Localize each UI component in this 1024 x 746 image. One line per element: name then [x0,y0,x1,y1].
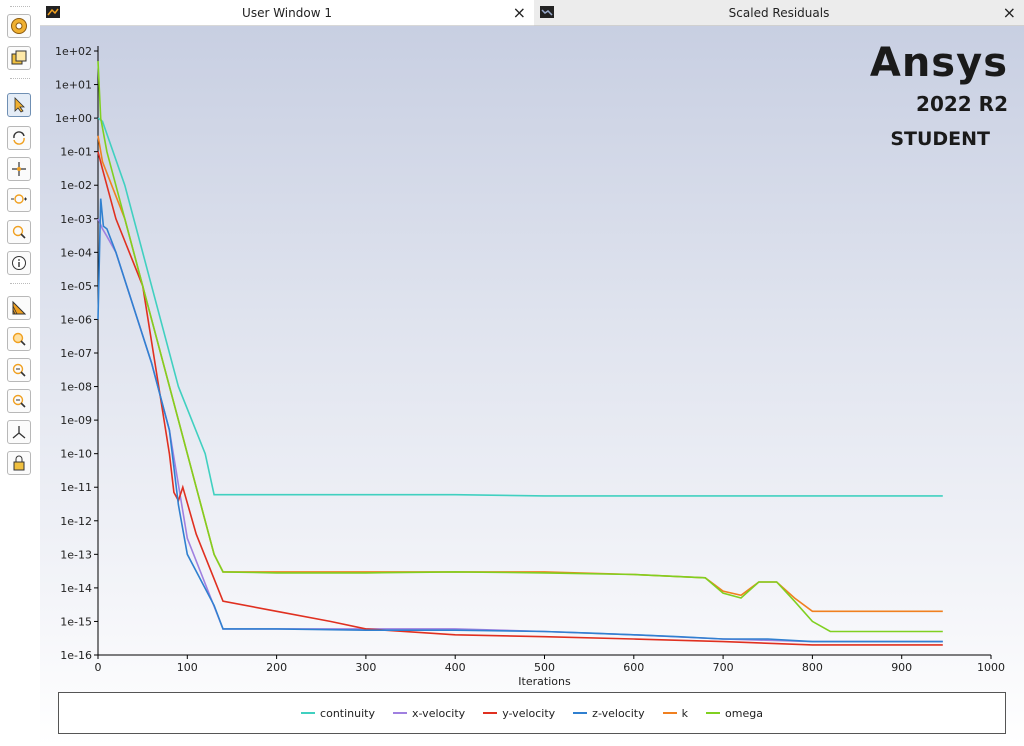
series-line-z-velocity [97,198,943,643]
y-tick-label: 1e-15 [60,615,92,628]
x-tick-label: 1000 [977,661,1005,674]
logo-version: 2022 R2 [916,92,1008,116]
y-tick-label: 1e-01 [60,146,92,159]
x-tick-label: 0 [95,661,102,674]
plot-area[interactable]: 1e+02 1e+01 1e+00 1e-01 1e-02 1e-03 1e-04 1e-05… [40,26,1024,746]
x-axis-label: Iterations [518,675,571,686]
toolbar-grip[interactable] [10,283,30,287]
y-tick-label: 1e-02 [60,179,92,192]
y-tick-label: 1e-04 [60,246,92,259]
tab-scaled-residuals[interactable]: Scaled Residuals × [534,0,1024,26]
pan-icon[interactable] [7,157,31,181]
legend-item-x-velocity[interactable]: x-velocity [393,707,465,720]
tab-title: Scaled Residuals [728,5,830,20]
y-tick-label: 1e-14 [60,582,92,595]
x-tick-label: 200 [266,661,287,674]
legend-item-y-velocity[interactable]: y-velocity [483,707,555,720]
y-tick-label: 1e-08 [60,381,92,394]
zoom-out-icon[interactable] [7,389,31,413]
x-tick-label: 300 [355,661,376,674]
legend-label: continuity [320,706,375,720]
logo-edition: STUDENT [890,128,990,150]
y-tick-label: 1e-06 [60,313,92,326]
series-line-y-velocity [97,151,943,646]
tab-user-window-1[interactable]: User Window 1 × [40,0,534,26]
legend-swatch [662,712,677,714]
toolbar-grip[interactable] [10,78,30,82]
y-tick-label: 1e-07 [60,347,92,360]
legend-swatch [393,712,407,714]
series-line-x-velocity [97,218,943,643]
x-tick-label: 500 [534,661,555,674]
ansys-logo: Ansys 2022 R2 STUDENT [848,40,1008,150]
legend-item-z-velocity[interactable]: z-velocity [573,706,645,720]
series-line-k [97,135,943,613]
info-icon[interactable] [7,251,31,275]
y-tick-label: 1e-13 [60,548,92,561]
legend-item-omega[interactable]: omega [706,707,763,720]
y-tick-label: 1e+02 [55,45,92,58]
y-tick-label: 1e-09 [60,414,92,427]
chart-legend: continuity x-velocity y-velocity z-velocity… [58,692,1006,734]
zoom-in-out-icon[interactable] [7,188,31,212]
graphics-window-icon [46,6,60,21]
graphics-toolbar [0,0,40,746]
y-tick-label: 1e-05 [60,280,92,293]
legend-label: omega [725,706,763,720]
y-tick-label: 1e+00 [55,112,92,125]
x-tick-label: 600 [623,661,644,674]
lock-view-icon[interactable] [7,451,31,475]
y-tick-label: 1e+01 [55,79,92,92]
series-line-omega [97,61,943,633]
window-layout-icon[interactable] [7,46,31,70]
select-pointer-icon[interactable] [7,93,31,117]
close-icon[interactable]: × [1002,3,1016,22]
logo-brand: Ansys [869,40,1008,86]
y-tick-label: 1e-12 [60,515,92,528]
x-tick-label: 900 [891,661,912,674]
series-line-continuity [97,117,943,497]
legend-label: x-velocity [412,706,466,720]
toolbar-grip[interactable] [10,6,30,10]
legend-swatch [573,712,588,714]
close-icon[interactable]: × [512,3,526,22]
y-tick-label: 1e-11 [60,481,92,494]
rotate-icon[interactable] [7,126,31,150]
y-tick-label: 1e-03 [60,213,92,226]
residuals-chart[interactable]: 1e+02 1e+01 1e+00 1e-01 1e-02 1e-03 1e-04 1e-05… [40,26,1024,686]
window-tabbar: User Window 1 × Scaled Residuals × [40,0,1024,26]
plot-window-icon [540,6,554,21]
x-tick-label: 700 [713,661,734,674]
ansys-logo-icon[interactable] [7,14,31,38]
tab-title: User Window 1 [242,5,332,20]
y-tick-label: 1e-16 [60,649,92,662]
legend-label: k [681,706,688,720]
x-tick-label: 100 [177,661,198,674]
x-tick-label: 800 [802,661,823,674]
y-tick-label: 1e-10 [60,448,92,461]
legend-swatch [706,712,720,714]
legend-label: z-velocity [592,706,645,720]
legend-item-k[interactable]: k [662,706,688,720]
axes-icon[interactable] [7,420,31,444]
zoom-fit-icon[interactable] [7,220,31,244]
x-tick-label: 400 [445,661,466,674]
zoom-box-icon[interactable] [7,327,31,351]
legend-label: y-velocity [502,706,556,720]
legend-swatch [483,712,498,714]
zoom-in-icon[interactable] [7,358,31,382]
colormap-icon[interactable] [7,296,31,320]
legend-swatch [301,712,316,714]
legend-item-continuity[interactable]: continuity [301,707,375,720]
